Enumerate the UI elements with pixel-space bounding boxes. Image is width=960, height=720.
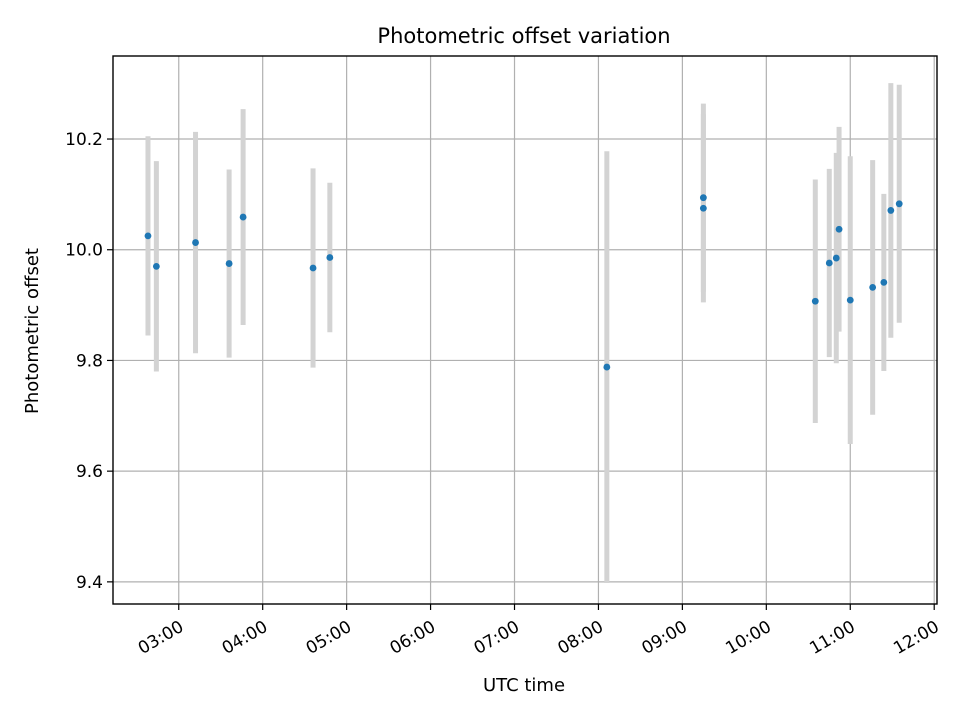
error-bars xyxy=(145,83,902,583)
data-point xyxy=(603,363,611,371)
x-tick-label: 07:00 xyxy=(471,617,523,659)
data-point xyxy=(192,239,199,246)
x-axis: 03:00 04:00 05:00 06:00 07:00 08:00 09:00 10:00… xyxy=(135,604,943,659)
data-point xyxy=(835,225,843,233)
y-tick-label: 9.4 xyxy=(76,573,103,593)
data-point xyxy=(887,207,895,214)
data-point xyxy=(825,259,833,267)
data-points xyxy=(144,194,903,371)
chart-title: Photometric offset variation xyxy=(377,24,670,48)
x-tick-label: 03:00 xyxy=(135,617,187,659)
y-tick-label: 9.8 xyxy=(76,351,103,371)
x-tick-label: 12:00 xyxy=(890,617,942,659)
data-point xyxy=(880,278,888,286)
data-point xyxy=(811,297,819,305)
x-tick-label: 10:00 xyxy=(722,617,774,659)
x-tick-label: 09:00 xyxy=(638,617,690,659)
data-point xyxy=(869,283,877,291)
plot-area-frame xyxy=(112,55,938,605)
y-tick-label: 10.0 xyxy=(65,241,103,261)
data-point xyxy=(832,254,840,262)
y-tick-label: 10.2 xyxy=(65,130,103,150)
data-point xyxy=(144,232,152,240)
x-tick-label: 05:00 xyxy=(303,617,355,659)
data-point xyxy=(239,213,247,221)
data-point xyxy=(699,194,707,202)
data-point xyxy=(152,262,160,270)
y-tick-label: 9.6 xyxy=(76,462,103,482)
x-tick-label: 08:00 xyxy=(555,617,607,659)
data-point xyxy=(225,260,233,267)
data-point xyxy=(895,200,903,208)
data-point xyxy=(846,296,854,304)
y-axis: 9.4 9.6 9.8 10.0 10.2 xyxy=(65,130,113,593)
x-axis-title: UTC time xyxy=(483,675,565,696)
data-point xyxy=(309,264,317,272)
x-tick-label: 04:00 xyxy=(219,617,271,659)
y-axis-title: Photometric offset xyxy=(22,248,43,414)
x-tick-label: 06:00 xyxy=(387,617,439,659)
data-point xyxy=(326,254,334,261)
data-point xyxy=(699,204,707,212)
x-tick-label: 11:00 xyxy=(806,617,858,659)
